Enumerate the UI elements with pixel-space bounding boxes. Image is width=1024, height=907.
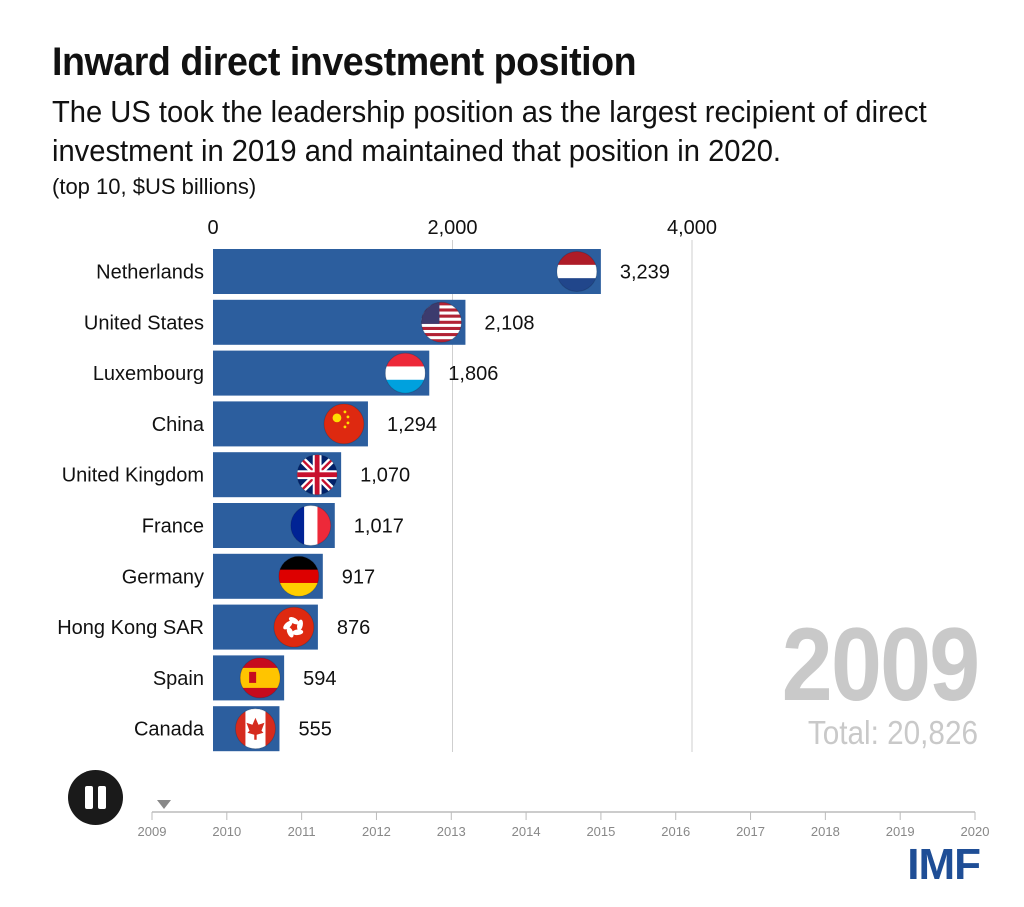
current-year-display: 2009 bbox=[781, 607, 979, 723]
canada-flag-icon bbox=[234, 708, 276, 750]
germany-flag-icon bbox=[278, 555, 320, 597]
value-label: 1,806 bbox=[448, 363, 498, 385]
x-tick-label: 4,000 bbox=[667, 217, 717, 239]
timeline-year-label: 2014 bbox=[512, 824, 541, 839]
timeline-year-label: 2009 bbox=[138, 824, 167, 839]
timeline-year-label: 2019 bbox=[886, 824, 915, 839]
bar bbox=[213, 249, 601, 294]
category-label: Canada bbox=[134, 719, 205, 741]
value-label: 876 bbox=[337, 617, 370, 639]
category-label: United Kingdom bbox=[62, 465, 204, 487]
timeline-year-label: 2010 bbox=[212, 824, 241, 839]
value-label: 1,070 bbox=[360, 465, 410, 487]
value-label: 2,108 bbox=[484, 312, 534, 334]
category-label: United States bbox=[84, 312, 204, 334]
x-tick-label: 0 bbox=[207, 217, 218, 239]
timeline-year-label: 2016 bbox=[661, 824, 690, 839]
china-flag-icon bbox=[323, 403, 365, 445]
timeline-year-label: 2018 bbox=[811, 824, 840, 839]
chart-title: Inward direct investment position bbox=[52, 40, 637, 84]
timeline-year-label: 2012 bbox=[362, 824, 391, 839]
chart-subtitle: The US took the leadership position as t… bbox=[52, 94, 927, 168]
value-label: 3,239 bbox=[620, 262, 670, 284]
value-label: 594 bbox=[303, 668, 336, 690]
category-label: Hong Kong SAR bbox=[57, 617, 204, 639]
timeline-handle[interactable] bbox=[157, 800, 171, 809]
united-kingdom-flag-icon bbox=[296, 454, 338, 496]
france-flag-icon bbox=[290, 505, 332, 546]
category-label: France bbox=[142, 516, 204, 538]
value-label: 1,017 bbox=[354, 516, 404, 538]
luxembourg-flag-icon bbox=[384, 352, 426, 394]
pause-button[interactable] bbox=[68, 770, 123, 825]
category-label: Netherlands bbox=[96, 262, 204, 284]
timeline-year-label: 2011 bbox=[288, 824, 316, 839]
category-label: Spain bbox=[153, 668, 204, 690]
total-value-display: Total: 20,826 bbox=[807, 714, 978, 751]
value-label: 917 bbox=[342, 566, 375, 588]
united-states-flag-icon bbox=[420, 301, 462, 343]
imf-logo: IMF bbox=[907, 840, 981, 889]
timeline-year-label: 2015 bbox=[586, 824, 615, 839]
category-label: Luxembourg bbox=[93, 363, 204, 385]
x-tick-label: 2,000 bbox=[427, 217, 477, 239]
value-label: 555 bbox=[298, 719, 331, 741]
timeline-year-label: 2013 bbox=[437, 824, 466, 839]
spain-flag-icon bbox=[239, 657, 281, 699]
chart-units-note: (top 10, $US billions) bbox=[52, 174, 257, 199]
netherlands-flag-icon bbox=[556, 251, 598, 292]
category-label: Germany bbox=[122, 566, 204, 588]
timeline-year-label: 2020 bbox=[961, 824, 990, 839]
value-label: 1,294 bbox=[387, 414, 437, 436]
hong-kong-flag-icon bbox=[273, 606, 315, 648]
timeline-year-label: 2017 bbox=[736, 824, 765, 839]
category-label: China bbox=[152, 414, 205, 436]
